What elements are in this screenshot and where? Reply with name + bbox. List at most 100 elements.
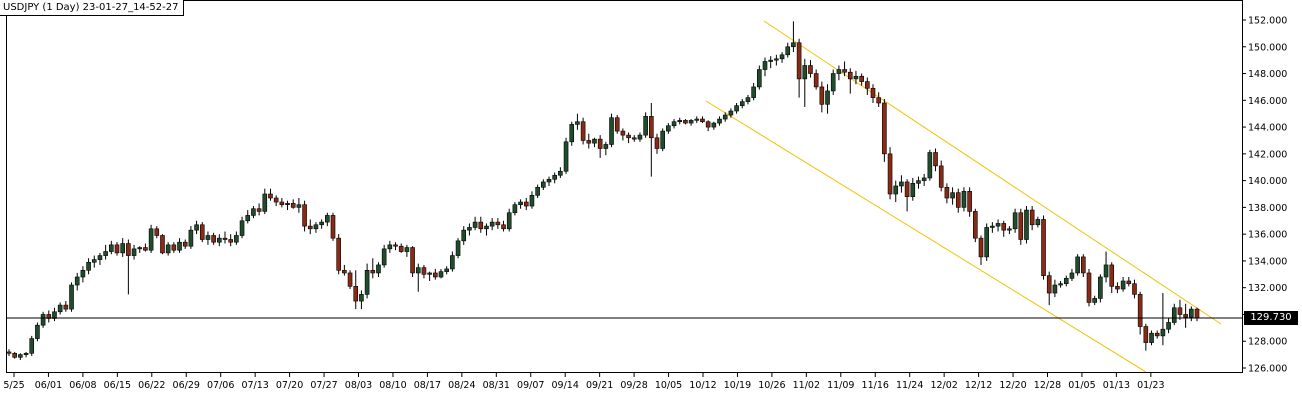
candle <box>836 65 842 81</box>
candle <box>262 188 268 215</box>
candle <box>211 232 216 245</box>
candle <box>899 175 904 193</box>
candle-body-up <box>131 248 137 256</box>
x-tick-label: 10/12 <box>689 380 716 391</box>
candle <box>410 246 415 277</box>
x-tick-label: 5/25 <box>3 380 24 391</box>
candle-body-up <box>1098 276 1103 299</box>
candle-body-down <box>1001 223 1007 231</box>
candle <box>558 167 563 178</box>
candle <box>1154 330 1160 339</box>
candle <box>506 208 512 232</box>
candle <box>478 216 484 233</box>
candle-body-up <box>313 224 319 230</box>
x-tick-label: 12/28 <box>1034 380 1061 391</box>
candle <box>342 264 347 276</box>
candle-body-down <box>199 224 205 240</box>
candle <box>29 335 35 356</box>
candle-body-up <box>467 227 472 231</box>
candle-body-up <box>745 97 751 102</box>
candle-body-down <box>307 225 313 230</box>
candle <box>205 231 211 245</box>
candle-body-down <box>154 228 160 236</box>
candle-body-down <box>222 237 228 240</box>
candle-body-down <box>12 352 17 358</box>
candle <box>285 200 290 211</box>
candle <box>853 70 859 85</box>
candle-body-up <box>1166 322 1171 330</box>
candle <box>910 177 916 201</box>
candle <box>870 84 876 103</box>
candle <box>376 262 381 277</box>
x-tick-label: 10/19 <box>724 380 751 391</box>
candle <box>137 246 143 253</box>
x-tick-label: 08/17 <box>414 380 441 391</box>
candle-body-up <box>296 204 302 208</box>
candle <box>273 195 279 207</box>
candle-body-down <box>228 239 233 243</box>
candle <box>762 57 768 77</box>
candle-body-up <box>148 228 154 251</box>
candle-body-up <box>546 178 552 183</box>
candle <box>546 176 552 186</box>
candle-body-down <box>597 138 603 149</box>
candle-body-down <box>876 97 881 104</box>
candle-body-down <box>478 221 484 230</box>
candle-body-down <box>279 201 285 206</box>
candle-body-down <box>842 69 847 73</box>
candle-body-up <box>251 208 256 216</box>
candle-body-up <box>1035 219 1041 226</box>
x-tick-label: 08/24 <box>448 380 475 391</box>
x-tick-label: 08/31 <box>483 380 510 391</box>
candle <box>586 133 592 149</box>
candle <box>921 173 927 186</box>
candle <box>6 349 12 356</box>
candle-body-down <box>859 75 864 82</box>
candle-body-up <box>984 227 989 258</box>
candle-body-down <box>620 130 626 136</box>
candle-body-up <box>717 118 722 124</box>
candle <box>717 116 722 126</box>
candle-body-down <box>904 181 910 197</box>
candle <box>1183 303 1188 328</box>
candle <box>239 216 245 239</box>
candle <box>592 137 597 148</box>
candle-body-up <box>69 284 74 310</box>
candle <box>683 119 688 125</box>
candle <box>700 116 705 124</box>
candle-body-down <box>973 211 978 239</box>
candle <box>552 172 557 184</box>
x-tick-label: 01/05 <box>1068 380 1095 391</box>
candle-body-up <box>404 247 410 252</box>
candle <box>1058 281 1063 288</box>
candle <box>182 239 188 249</box>
candle <box>830 69 836 95</box>
candle <box>671 119 677 129</box>
candle <box>313 222 319 233</box>
candle-body-down <box>433 272 438 278</box>
candle-body-up <box>177 241 182 251</box>
candle <box>12 351 17 359</box>
candle-body-up <box>137 247 143 250</box>
candle <box>1069 268 1075 281</box>
channel-lower-line <box>705 100 1147 373</box>
candle-body-up <box>91 259 97 263</box>
candle <box>774 54 779 66</box>
candle-body-up <box>751 86 756 98</box>
candle-body-up <box>217 237 222 243</box>
candle <box>91 255 97 268</box>
candle-body-up <box>484 225 489 230</box>
candle <box>882 98 887 162</box>
candle-body-up <box>563 141 569 172</box>
candle-body-down <box>160 235 165 254</box>
candle-body-up <box>461 229 467 242</box>
candle-body-up <box>472 221 478 228</box>
candle-body-up <box>489 221 495 227</box>
candle-body-up <box>1189 308 1194 318</box>
candle <box>330 212 336 241</box>
candle <box>1143 323 1149 351</box>
candle <box>990 222 995 233</box>
candle <box>1177 299 1183 320</box>
candle <box>433 268 438 280</box>
x-tick-label: 11/02 <box>793 380 820 391</box>
